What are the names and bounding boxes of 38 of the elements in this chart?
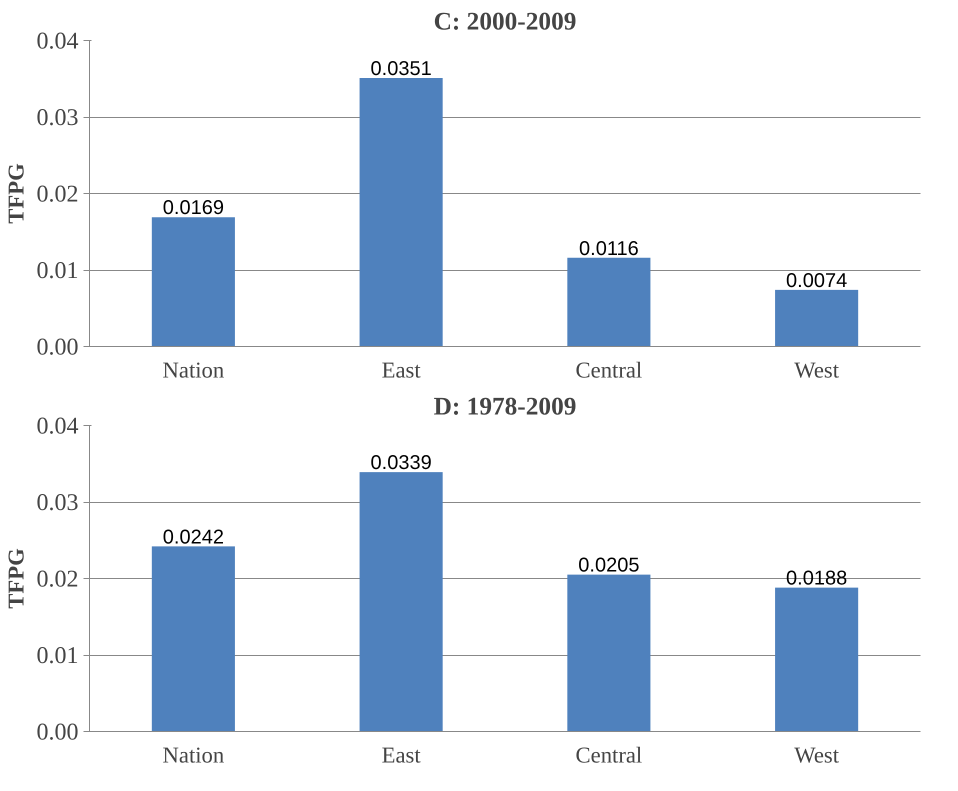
data-label: 0.0205: [578, 554, 640, 577]
bar: [775, 588, 858, 732]
bar: [360, 472, 443, 732]
data-label: 0.0116: [579, 238, 639, 260]
data-label: 0.0169: [162, 197, 224, 220]
data-label: 0.0339: [370, 452, 432, 474]
y-tick-label: 0.03: [36, 490, 78, 516]
x-tick-label: East: [382, 742, 422, 768]
y-tick-label: 0.01: [36, 643, 78, 669]
y-tick-label: 0.04: [36, 414, 78, 440]
y-tick-label: 0.02: [36, 566, 78, 592]
bar: [567, 258, 650, 346]
y-tick-label: 0.01: [36, 258, 78, 284]
x-tick-label: Central: [576, 742, 642, 768]
y-tick-label: 0.00: [36, 334, 78, 360]
y-tick-label: 0.00: [36, 720, 78, 746]
y-axis-title: TFPG: [4, 163, 28, 224]
bar: [360, 78, 443, 346]
y-tick-label: 0.02: [36, 182, 78, 208]
data-label: 0.0074: [786, 270, 848, 292]
x-tick-label: Nation: [162, 742, 224, 768]
chart-title: D: 1978-2009: [434, 392, 576, 420]
chart-title: C: 2000-2009: [434, 8, 576, 36]
x-tick-label: East: [382, 358, 422, 382]
bar: [152, 546, 235, 732]
x-tick-label: West: [794, 358, 840, 382]
bar: [775, 290, 858, 346]
x-tick-label: Nation: [162, 358, 224, 382]
bar: [567, 574, 650, 732]
data-label: 0.0351: [370, 58, 432, 80]
y-tick-label: 0.04: [36, 28, 78, 54]
y-tick-label: 0.03: [36, 105, 78, 131]
y-axis-title: TFPG: [4, 548, 28, 609]
data-label: 0.0242: [162, 526, 224, 548]
x-tick-label: West: [794, 742, 840, 768]
data-label: 0.0188: [786, 568, 848, 590]
bar: [152, 217, 235, 346]
x-tick-label: Central: [576, 358, 642, 382]
